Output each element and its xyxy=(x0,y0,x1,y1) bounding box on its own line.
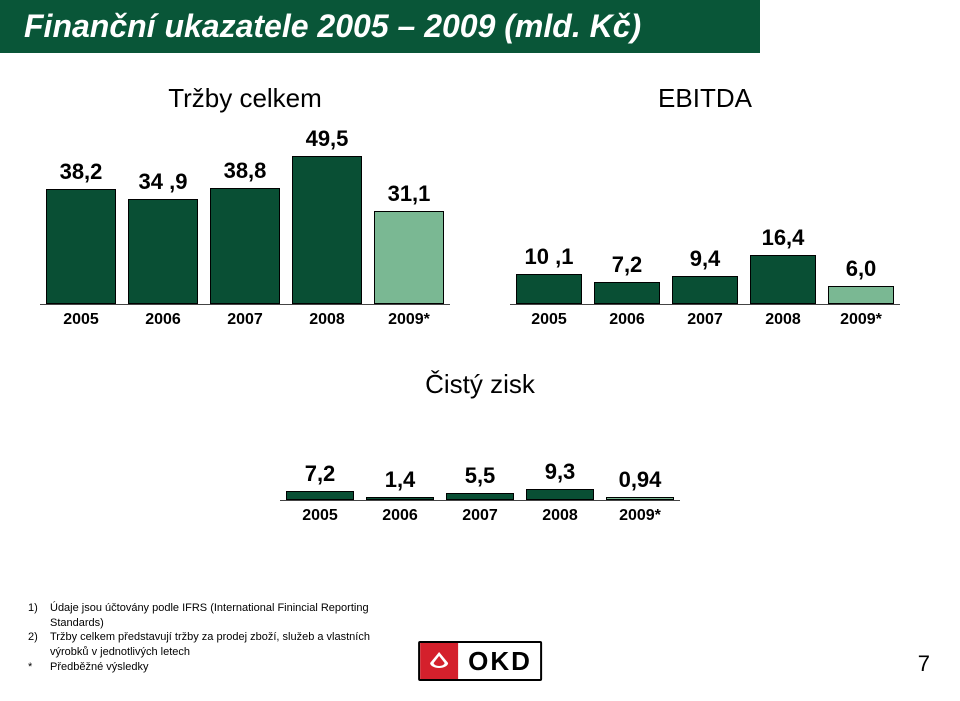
bar-value-label: 7,2 xyxy=(612,252,643,278)
bar-value-label: 49,5 xyxy=(306,126,349,152)
axis-label: 2005 xyxy=(280,501,360,525)
chart-ebitda: EBITDA 10 ,17,29,416,46,0 20052006200720… xyxy=(510,83,900,329)
axis-label: 2006 xyxy=(588,305,666,329)
bar-rect xyxy=(286,491,354,500)
bar: 31,1 xyxy=(374,124,444,304)
bar-rect xyxy=(128,199,198,304)
axis-label: 2005 xyxy=(510,305,588,329)
bar: 0,94 xyxy=(606,410,674,500)
axis-label: 2009* xyxy=(822,305,900,329)
axis-label: 2007 xyxy=(440,501,520,525)
axis-label: 2007 xyxy=(666,305,744,329)
axis-label: 2008 xyxy=(744,305,822,329)
footnote-key: * xyxy=(28,660,50,675)
bar-rect xyxy=(672,276,738,304)
bar: 9,3 xyxy=(526,410,594,500)
bar-value-label: 7,2 xyxy=(305,461,336,487)
bar-value-label: 31,1 xyxy=(388,181,431,207)
chart-trzby-bars: 38,2 34 ,9 38,8 49,5 31,1 xyxy=(40,124,450,304)
footnote-key: 2) xyxy=(28,630,50,660)
bar-value-label: 1,4 xyxy=(385,467,416,493)
axis-label: 2005 xyxy=(40,305,122,329)
bar: 10 ,1 xyxy=(516,124,582,304)
bar-value-label: 16,4 xyxy=(762,225,805,251)
bar-value-label: 38,2 xyxy=(60,159,103,185)
footnote-item: *Předběžné výsledky xyxy=(28,660,388,675)
logo-icon xyxy=(420,643,458,679)
page-number: 7 xyxy=(918,651,930,677)
chart-trzby: Tržby celkem 38,234 ,938,849,531,1 20052… xyxy=(40,83,450,329)
bar-rect xyxy=(594,282,660,304)
axis-label: 2008 xyxy=(520,501,600,525)
bar-rect xyxy=(526,489,594,500)
axis-label: 2007 xyxy=(204,305,286,329)
bar-value-label: 0,94 xyxy=(619,467,662,493)
chart-zisk-axis: 20052006200720082009* xyxy=(280,500,680,525)
bar-rect xyxy=(750,255,816,304)
page-title-bar: Finanční ukazatele 2005 – 2009 (mld. Kč) xyxy=(0,0,760,53)
bar: 38,8 xyxy=(210,124,280,304)
footnote-text: Tržby celkem představují tržby za prodej… xyxy=(50,630,388,660)
bar-rect xyxy=(210,188,280,304)
footnote-item: 2)Tržby celkem představují tržby za prod… xyxy=(28,630,388,660)
axis-label: 2009* xyxy=(368,305,450,329)
bar-value-label: 9,3 xyxy=(545,459,576,485)
footnote-item: 1)Údaje jsou účtovány podle IFRS (Intern… xyxy=(28,601,388,631)
logo: OKD xyxy=(418,641,542,681)
bar: 9,4 xyxy=(672,124,738,304)
footnote-text: Předběžné výsledky xyxy=(50,660,148,675)
bar: 16,4 xyxy=(750,124,816,304)
footnote-text: Údaje jsou účtovány podle IFRS (Internat… xyxy=(50,601,388,631)
bar-value-label: 9,4 xyxy=(690,246,721,272)
bar: 49,5 xyxy=(292,124,362,304)
bar: 7,2 xyxy=(286,410,354,500)
axis-label: 2009* xyxy=(600,501,680,525)
bar-rect xyxy=(292,156,362,305)
bar: 6,0 xyxy=(828,124,894,304)
bar-value-label: 10 ,1 xyxy=(525,244,574,270)
bar-value-label: 38,8 xyxy=(224,158,267,184)
bar-rect xyxy=(516,274,582,304)
axis-label: 2008 xyxy=(286,305,368,329)
chart-zisk-title: Čistý zisk xyxy=(425,369,535,400)
chart-zisk-bars: 7,2 1,4 5,5 9,3 0,94 xyxy=(280,410,680,500)
bar: 1,4 xyxy=(366,410,434,500)
logo-text: OKD xyxy=(458,646,540,677)
footnote-key: 1) xyxy=(28,601,50,631)
bar-rect xyxy=(446,493,514,500)
bar-value-label: 5,5 xyxy=(465,463,496,489)
bar-rect xyxy=(46,189,116,304)
chart-trzby-title: Tržby celkem xyxy=(168,83,322,114)
bar-rect xyxy=(374,211,444,304)
footnotes: 1)Údaje jsou účtovány podle IFRS (Intern… xyxy=(28,601,388,675)
bar: 7,2 xyxy=(594,124,660,304)
chart-ebitda-title: EBITDA xyxy=(658,83,752,114)
top-charts-row: Tržby celkem 38,234 ,938,849,531,1 20052… xyxy=(0,83,960,329)
chart-zisk: Čistý zisk 7,2 1,4 5,5 9,3 0,94 200520062007… xyxy=(0,369,960,525)
axis-label: 2006 xyxy=(122,305,204,329)
bar-value-label: 6,0 xyxy=(846,256,877,282)
bar: 34 ,9 xyxy=(128,124,198,304)
bar: 38,2 xyxy=(46,124,116,304)
axis-label: 2006 xyxy=(360,501,440,525)
chart-ebitda-axis: 20052006200720082009* xyxy=(510,304,900,329)
bar-value-label: 34 ,9 xyxy=(139,169,188,195)
bar-rect xyxy=(828,286,894,304)
chart-ebitda-bars: 10 ,1 7,2 9,4 16,4 6,0 xyxy=(510,124,900,304)
bar: 5,5 xyxy=(446,410,514,500)
chart-trzby-axis: 20052006200720082009* xyxy=(40,304,450,329)
page-title: Finanční ukazatele 2005 – 2009 (mld. Kč) xyxy=(24,8,736,45)
